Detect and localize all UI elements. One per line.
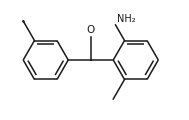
Text: O: O [87,25,95,35]
Text: NH₂: NH₂ [117,14,135,24]
